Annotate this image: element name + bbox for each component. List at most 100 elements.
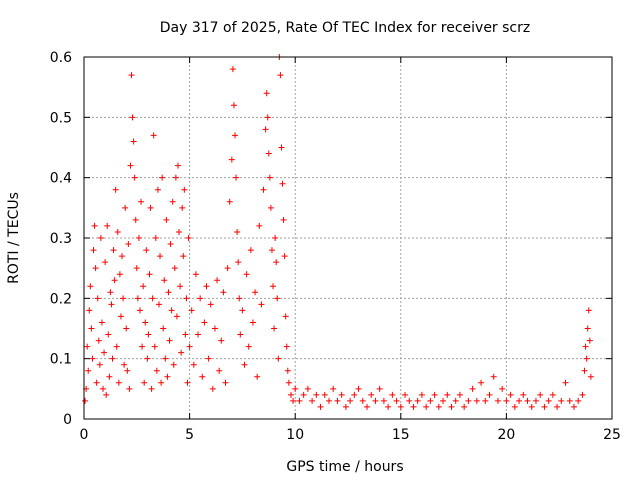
data-point <box>164 373 171 380</box>
data-point <box>427 397 434 404</box>
data-point <box>107 289 114 296</box>
data-point <box>452 397 459 404</box>
data-point <box>155 301 162 308</box>
data-point <box>170 361 177 368</box>
data-point <box>264 114 271 121</box>
data-point <box>182 331 189 338</box>
data-point <box>104 222 111 229</box>
data-point <box>482 397 489 404</box>
data-point <box>84 343 91 350</box>
data-point <box>150 132 157 139</box>
data-point <box>149 295 156 302</box>
data-point <box>554 403 561 410</box>
data-point <box>151 343 158 350</box>
data-point <box>444 391 451 398</box>
data-point <box>581 367 588 374</box>
data-point <box>582 343 589 350</box>
y-tick-label: 0.4 <box>50 171 72 187</box>
data-point <box>586 337 593 344</box>
data-point <box>570 403 577 410</box>
data-point <box>183 295 190 302</box>
data-point <box>359 397 366 404</box>
data-point <box>431 391 438 398</box>
data-point <box>281 253 288 260</box>
data-point <box>93 379 100 386</box>
data-point <box>266 174 273 181</box>
data-point <box>566 397 573 404</box>
data-point <box>131 174 138 181</box>
data-point <box>178 349 185 356</box>
data-point <box>376 385 383 392</box>
data-point <box>119 253 126 260</box>
data-point <box>385 403 392 410</box>
data-point <box>245 343 252 350</box>
y-tick-label: 0.6 <box>50 50 72 66</box>
data-point <box>176 228 183 235</box>
data-point <box>159 174 166 181</box>
data-point <box>185 235 192 241</box>
data-point <box>499 385 506 392</box>
data-point <box>100 385 107 392</box>
data-point <box>277 72 284 79</box>
data-point <box>141 379 148 386</box>
data-point <box>587 373 594 380</box>
data-point <box>304 385 311 392</box>
data-point <box>342 403 349 410</box>
data-point <box>330 385 337 392</box>
data-point <box>233 174 240 181</box>
data-point <box>435 403 442 410</box>
data-point <box>423 403 430 410</box>
data-point <box>90 247 97 254</box>
data-point <box>243 271 250 278</box>
data-point <box>110 247 117 254</box>
data-point <box>184 379 191 386</box>
data-point <box>94 295 101 302</box>
data-point <box>532 397 539 404</box>
y-axis-label: ROTI / TECUs <box>6 192 22 284</box>
data-point <box>300 391 307 398</box>
data-point <box>86 307 93 314</box>
data-point <box>271 325 278 332</box>
data-point <box>478 379 485 386</box>
data-point <box>414 397 421 404</box>
data-point <box>92 265 99 272</box>
data-point <box>122 204 129 211</box>
data-point <box>290 397 297 404</box>
x-axis-label: GPS time / hours <box>286 459 403 475</box>
data-point <box>236 295 243 302</box>
x-tick-label: 0 <box>80 427 89 443</box>
data-point <box>113 343 120 350</box>
data-point <box>153 367 160 374</box>
data-point <box>262 126 269 133</box>
data-point <box>87 283 94 290</box>
data-point <box>165 289 172 296</box>
data-point <box>157 253 164 260</box>
data-point <box>101 349 108 356</box>
data-point <box>207 301 214 308</box>
data-point <box>124 367 131 374</box>
data-point <box>146 271 153 278</box>
data-point <box>507 391 514 398</box>
data-point <box>190 361 197 368</box>
plot-frame <box>83 56 613 420</box>
x-tick-label: 20 <box>497 427 515 443</box>
data-point <box>278 144 285 151</box>
data-point <box>321 391 328 398</box>
data-point <box>558 397 565 404</box>
data-point <box>562 379 569 386</box>
data-point <box>263 90 270 97</box>
data-point <box>108 301 115 308</box>
data-point <box>380 397 387 404</box>
data-point <box>181 186 188 193</box>
data-point <box>283 343 290 350</box>
data-point <box>402 391 409 398</box>
data-point <box>186 343 193 350</box>
y-tick-label: 0.3 <box>50 231 72 247</box>
data-point <box>158 379 165 386</box>
data-point <box>585 307 592 314</box>
data-point <box>166 337 173 344</box>
data-point <box>528 403 535 410</box>
data-point <box>85 367 92 374</box>
data-point <box>351 391 358 398</box>
